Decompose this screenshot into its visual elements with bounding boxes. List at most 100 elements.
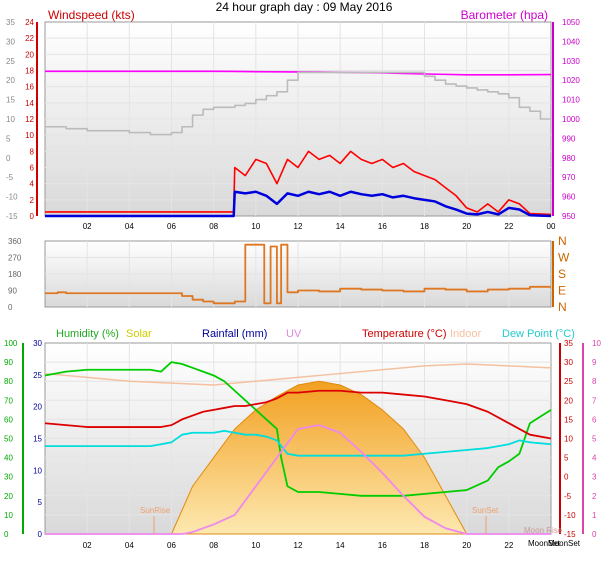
- compass-tick-label: N: [558, 300, 567, 314]
- uv-tick-label: 5: [592, 435, 597, 444]
- wind-x-tick-label: 12: [294, 222, 303, 231]
- climate-x-tick-label: 12: [294, 541, 303, 550]
- wind-x-tick-label: 10: [251, 222, 260, 231]
- wind-x-tick-label: 20: [462, 222, 471, 231]
- rainfall-tick-label: 25: [33, 371, 42, 380]
- temperature-tick-label: 15: [564, 415, 573, 424]
- wind-x-tick-label: 06: [167, 222, 176, 231]
- climate-x-tick-label: 08: [209, 541, 218, 550]
- humidity-tick-label: 80: [4, 377, 13, 386]
- climate-x-tick-label: 04: [125, 541, 134, 550]
- annotation-label: MoonSet: [528, 539, 561, 548]
- rainfall-tick-label: 20: [33, 403, 42, 412]
- outer-axis-tick-label: -15: [6, 212, 18, 221]
- barometer-tick-label: 960: [562, 193, 576, 202]
- barometer-tick-label: 990: [562, 134, 576, 143]
- barometer-axis-label: Barometer (hpa): [461, 8, 548, 22]
- windspeed-tick-label: 12: [25, 115, 34, 124]
- outer-axis-tick-label: -10: [6, 193, 18, 202]
- rainfall-tick-label: 15: [33, 435, 42, 444]
- barometer-tick-label: 970: [562, 173, 576, 182]
- temperature-tick-label: 25: [564, 377, 573, 386]
- uv-tick-label: 3: [592, 473, 597, 482]
- climate-x-tick-label: 02: [83, 541, 92, 550]
- climate-x-tick-label: 22: [504, 541, 513, 550]
- wind-x-tick-label: 14: [336, 222, 345, 231]
- temperature-tick-label: 0: [564, 473, 569, 482]
- climate-x-tick-label: 20: [462, 541, 471, 550]
- legend-entry: Dew Point (°C): [502, 328, 575, 340]
- windspeed-tick-label: 8: [30, 147, 35, 156]
- humidity-tick-label: 60: [4, 415, 13, 424]
- uv-tick-label: 6: [592, 415, 597, 424]
- uv-tick-label: 9: [592, 358, 597, 367]
- wind-x-tick-label: 00: [547, 222, 556, 231]
- humidity-tick-label: 90: [4, 358, 13, 367]
- barometer-tick-label: 1050: [562, 18, 580, 27]
- uv-tick-label: 1: [592, 511, 597, 520]
- windspeed-axis-label: Windspeed (kts): [48, 8, 135, 22]
- uv-tick-label: 10: [592, 339, 601, 348]
- windspeed-tick-label: 2: [30, 196, 35, 205]
- outer-axis-tick-label: 30: [6, 37, 15, 46]
- compass-tick-label: W: [558, 251, 570, 265]
- climate-x-tick-label: 14: [336, 541, 345, 550]
- legend-entry: Rainfall (mm): [202, 328, 267, 340]
- wind-series-2: [45, 150, 552, 216]
- direction-tick-label: 90: [8, 287, 17, 296]
- rainfall-tick-label: 10: [33, 466, 42, 475]
- direction-tick-label: 270: [8, 254, 22, 263]
- windspeed-tick-label: 14: [25, 99, 34, 108]
- climate-x-tick-label: 10: [251, 541, 260, 550]
- outer-axis-tick-label: 35: [6, 18, 15, 27]
- compass-tick-label: N: [558, 234, 567, 248]
- wind-x-tick-label: 08: [209, 222, 218, 231]
- climate-series-3: [45, 429, 552, 457]
- outer-axis-tick-label: 20: [6, 76, 15, 85]
- rainfall-tick-label: 0: [38, 530, 43, 539]
- windspeed-tick-label: 20: [25, 50, 34, 59]
- uv-tick-label: 4: [592, 454, 597, 463]
- wind-series-3: [45, 190, 552, 218]
- temperature-tick-label: -10: [564, 511, 576, 520]
- annotation-label: SunSet: [472, 506, 499, 515]
- humidity-tick-label: 0: [4, 530, 9, 539]
- wind-x-tick-label: 16: [378, 222, 387, 231]
- legend-entry: Humidity (%): [56, 328, 119, 340]
- climate-series-4: [45, 424, 551, 535]
- annotation-label: SunRise: [140, 506, 171, 515]
- humidity-tick-label: 100: [4, 339, 18, 348]
- compass-tick-label: S: [558, 267, 566, 281]
- humidity-tick-label: 30: [4, 473, 13, 482]
- outer-axis-tick-label: 0: [6, 154, 11, 163]
- uv-tick-label: 8: [592, 377, 597, 386]
- climate-x-tick-label: 16: [378, 541, 387, 550]
- barometer-tick-label: 1020: [562, 76, 580, 85]
- climate-x-tick-label: 18: [420, 541, 429, 550]
- outer-axis-tick-label: 5: [6, 134, 11, 143]
- humidity-tick-label: 40: [4, 454, 13, 463]
- chart-title: 24 hour graph day : 09 May 2016: [215, 0, 393, 14]
- barometer-tick-label: 1000: [562, 115, 580, 124]
- windspeed-tick-label: 6: [30, 164, 35, 173]
- barometer-tick-label: 1010: [562, 96, 580, 105]
- barometer-tick-label: 980: [562, 154, 576, 163]
- climate-x-tick-label: 06: [167, 541, 176, 550]
- barometer-tick-label: 950: [562, 212, 576, 221]
- climate-series-2: [44, 389, 552, 440]
- outer-axis-tick-label: 10: [6, 115, 15, 124]
- direction-tick-label: 0: [8, 303, 13, 312]
- rainfall-tick-label: 5: [38, 498, 43, 507]
- windspeed-tick-label: 22: [25, 34, 34, 43]
- climate-series-1: [44, 361, 552, 497]
- legend-entry: Solar: [126, 328, 152, 340]
- windspeed-tick-label: 24: [25, 18, 34, 27]
- temperature-tick-label: 30: [564, 358, 573, 367]
- wind-x-tick-label: 18: [420, 222, 429, 231]
- temperature-tick-label: 20: [564, 396, 573, 405]
- humidity-tick-label: 50: [4, 435, 13, 444]
- annotation-label: Moon Rise: [524, 526, 563, 535]
- direction-tick-label: 360: [8, 237, 22, 246]
- windspeed-tick-label: 18: [25, 67, 34, 76]
